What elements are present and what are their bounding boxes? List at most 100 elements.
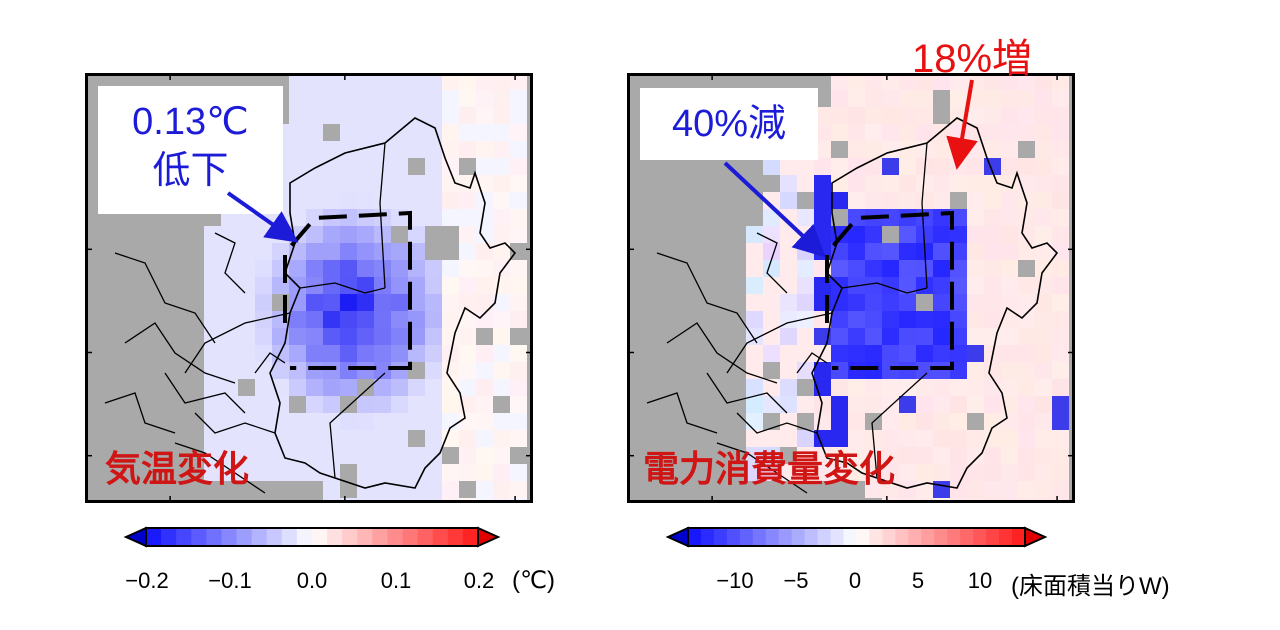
grid-cell <box>763 430 780 447</box>
grid-cell <box>882 277 899 294</box>
temperature-colorbar-segment <box>417 528 434 546</box>
grid-cell <box>984 260 1001 277</box>
grid-cell <box>865 396 882 413</box>
grid-cell <box>1001 175 1018 192</box>
grid-cell <box>848 464 865 481</box>
grid-cell <box>221 430 238 447</box>
grid-cell <box>238 464 255 481</box>
grid-cell <box>1035 243 1052 260</box>
grid-cell <box>357 226 374 243</box>
grid-cell <box>493 277 510 294</box>
grid-cell <box>391 447 408 464</box>
grid-cell <box>1018 243 1035 260</box>
grid-cell <box>746 464 763 481</box>
grid-cell <box>459 345 476 362</box>
grid-cell <box>899 481 916 498</box>
grid-cell <box>493 226 510 243</box>
grid-cell <box>1001 464 1018 481</box>
grid-cell <box>425 141 442 158</box>
grid-cell <box>408 226 425 243</box>
grid-cell <box>1052 158 1069 175</box>
grid-cell <box>408 141 425 158</box>
grid-cell <box>1052 447 1069 464</box>
grid-cell <box>1018 481 1035 498</box>
grid-cell <box>408 209 425 226</box>
grid-cell <box>255 345 272 362</box>
grid-cell <box>374 277 391 294</box>
grid-cell <box>950 260 967 277</box>
grid-cell <box>510 396 527 413</box>
grid-cell <box>1035 192 1052 209</box>
grid-cell <box>831 107 848 124</box>
grid-cell <box>899 260 916 277</box>
grid-cell <box>1035 396 1052 413</box>
grid-cell <box>374 430 391 447</box>
grid-cell <box>442 379 459 396</box>
grid-cell <box>425 430 442 447</box>
electricity-unit: (床面積当りW) <box>1011 573 1170 600</box>
electricity-colorbar-low-triangle <box>665 526 689 548</box>
grid-cell <box>967 311 984 328</box>
electricity-colorbar-segment <box>999 528 1013 546</box>
grid-cell <box>899 396 916 413</box>
grid-cell <box>357 107 374 124</box>
grid-cell <box>848 192 865 209</box>
grid-cell <box>510 447 527 464</box>
grid-cell <box>391 243 408 260</box>
grid-cell <box>746 345 763 362</box>
grid-cell <box>493 345 510 362</box>
grid-cell <box>746 243 763 260</box>
grid-cell <box>933 345 950 362</box>
grid-cell <box>865 73 882 90</box>
grid-cell <box>391 345 408 362</box>
grid-cell <box>493 124 510 141</box>
grid-cell <box>797 226 814 243</box>
grid-cell <box>967 294 984 311</box>
grid-cell <box>510 226 527 243</box>
grid-cell <box>831 124 848 141</box>
grid-cell <box>238 362 255 379</box>
grid-cell <box>425 413 442 430</box>
grid-cell <box>1052 464 1069 481</box>
grid-cell <box>255 430 272 447</box>
grid-cell <box>831 396 848 413</box>
grid-cell <box>425 175 442 192</box>
grid-cell <box>204 311 221 328</box>
electricity-colorbar-segment <box>908 528 922 546</box>
temperature-colorbar-segment <box>251 528 268 546</box>
ward-boundary <box>656 252 758 344</box>
grid-cell <box>493 209 510 226</box>
grid-cell <box>408 481 425 498</box>
grid-cell <box>306 447 323 464</box>
grid-cell <box>1052 481 1069 498</box>
grid-cell <box>323 73 340 90</box>
grid-cell <box>763 260 780 277</box>
grid-cell <box>323 328 340 345</box>
grid-cell <box>476 124 493 141</box>
grid-cell <box>967 90 984 107</box>
grid-cell <box>950 141 967 158</box>
grid-cell <box>967 396 984 413</box>
grid-cell <box>442 192 459 209</box>
grid-cell <box>916 379 933 396</box>
grid-cell <box>357 141 374 158</box>
grid-cell <box>1018 294 1035 311</box>
temperature-colorbar-segment <box>281 528 298 546</box>
grid-cell <box>1052 192 1069 209</box>
grid-cell <box>848 226 865 243</box>
grid-cell <box>306 90 323 107</box>
electricity-colorbar-segment <box>1012 528 1026 546</box>
grid-cell <box>933 260 950 277</box>
grid-cell <box>797 379 814 396</box>
grid-cell <box>374 447 391 464</box>
grid-cell <box>916 328 933 345</box>
grid-cell <box>899 90 916 107</box>
grid-cell <box>916 447 933 464</box>
grid-cell <box>510 73 527 90</box>
ward-boundary <box>716 442 808 494</box>
grid-cell <box>476 430 493 447</box>
grid-cell <box>933 430 950 447</box>
grid-cell <box>1001 311 1018 328</box>
grid-cell <box>933 226 950 243</box>
grid-cell <box>831 464 848 481</box>
